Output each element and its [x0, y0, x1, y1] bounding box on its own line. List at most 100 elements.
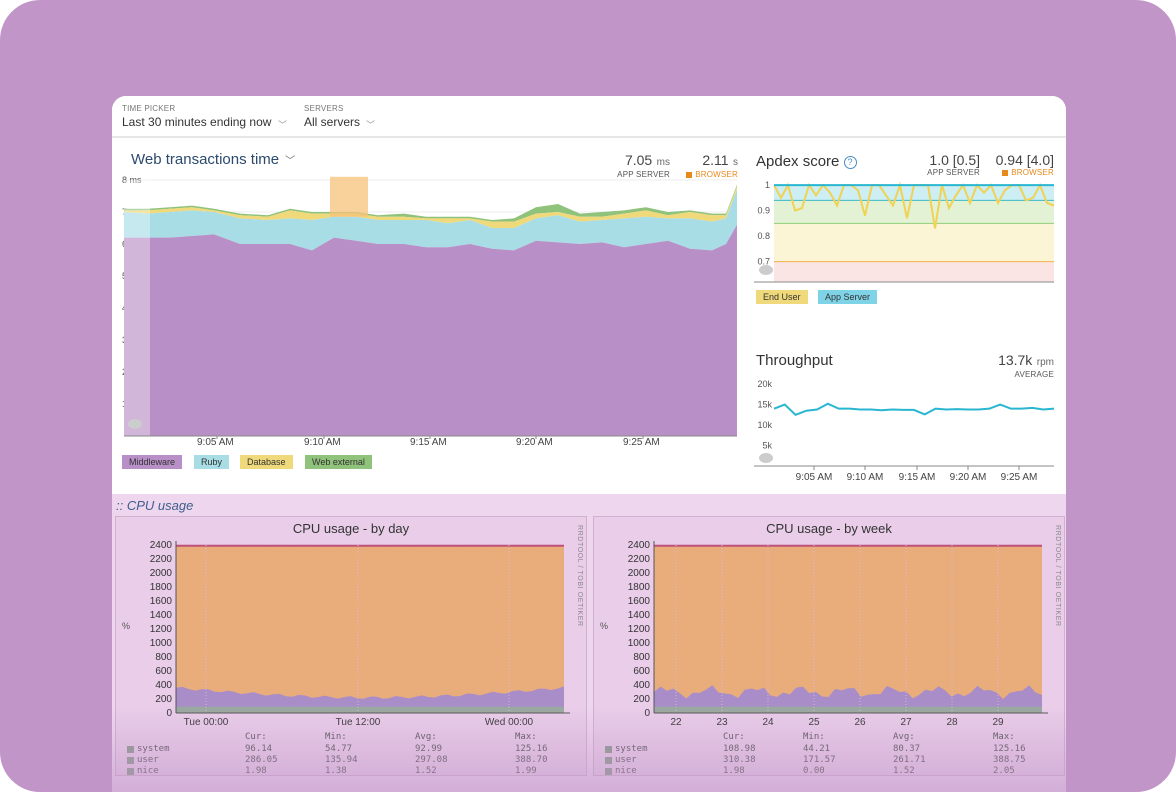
cpu-y-tick-label: 0: [166, 708, 172, 719]
throughput-y-tick-label: 15k: [757, 400, 772, 410]
cpu-stat-min: 54.77: [325, 744, 353, 754]
cpu-y-tick-label: 2200: [628, 554, 651, 565]
throughput-title: Throughput: [756, 352, 833, 369]
time-highlight-marker: [330, 176, 368, 217]
cpu-stat-cur: 96.14: [245, 744, 273, 754]
time-picker-value: Last 30 minutes ending now: [122, 115, 272, 129]
cpu-y-tick-label: 2400: [628, 540, 651, 551]
cpu-week-title: CPU usage - by week: [766, 521, 892, 536]
cpu-y-tick-label: 1600: [150, 596, 173, 607]
toggle-icon: [128, 419, 142, 429]
web-app-value: 7.05: [624, 152, 653, 168]
throughput-metric: 13.7k rpm AVERAGE: [972, 352, 1054, 379]
legend-swatch: [605, 757, 612, 764]
chevron-down-icon: ﹀: [285, 156, 296, 167]
cpu-stat-name: user: [137, 755, 159, 765]
legend-middleware[interactable]: Middleware: [122, 455, 183, 469]
cpu-stat-name: user: [615, 755, 637, 765]
cpu-stat-max: 388.75: [993, 755, 1026, 765]
cpu-y-tick-label: 1000: [150, 638, 173, 649]
database-area: [124, 186, 737, 228]
apdex-app-metric: 1.0 [0.5] APP SERVER: [902, 152, 980, 177]
cpu-day-chart: 2400220020001800160014001200100080060040…: [122, 540, 570, 728]
cpu-stat-cur: 1.98: [245, 766, 267, 776]
cpu-y-tick-label: 1400: [628, 610, 651, 621]
cpu-stat-max: 388.70: [515, 755, 548, 765]
browser-square-icon: [1002, 169, 1009, 176]
web-app-server-metric: 7.05 ms APP SERVER: [602, 152, 670, 179]
cpu-y-tick-label: 0: [644, 708, 650, 719]
y-tick-label: 8 ms: [122, 175, 142, 185]
cpu-stat-min: 135.94: [325, 755, 358, 765]
legend-database[interactable]: Database: [240, 455, 293, 469]
apdex-browser-label: BROWSER: [1011, 168, 1054, 177]
throughput-y-tick-label: 5k: [762, 441, 772, 451]
cpu-stat-min: 1.38: [325, 766, 347, 776]
web-browser-value: 2.11: [702, 152, 729, 168]
cpu-stat-cur: 108.98: [723, 744, 756, 754]
apdex-band-good: [774, 200, 1054, 224]
cpu-week-chart: 2400220020001800160014001200100080060040…: [600, 540, 1048, 728]
cpu-y-tick-label: 1800: [628, 582, 651, 593]
cpu-y-tick-label: 2000: [150, 568, 173, 579]
cpu-y-tick-label: 2400: [150, 540, 173, 551]
cpu-y-tick-label: 1800: [150, 582, 173, 593]
cpu-stat-header: Min:: [325, 732, 347, 742]
cpu-stat-max: 1.99: [515, 766, 537, 776]
legend-swatch: [127, 746, 134, 753]
toggle-icon: [759, 453, 773, 463]
cpu-y-tick-label: 200: [155, 694, 172, 705]
cpu-idle-area: [654, 546, 1042, 713]
legend-swatch: [127, 757, 134, 764]
legend-end-user[interactable]: End User: [756, 290, 808, 304]
apdex-y-tick-label: 0.8: [757, 231, 770, 241]
web-transactions-title[interactable]: Web transactions time ﹀: [131, 151, 295, 168]
legend-web-external[interactable]: Web external: [305, 455, 372, 469]
cpu-stat-max: 125.16: [515, 744, 548, 754]
cpu-y-tick-label: 1200: [150, 624, 173, 635]
rrdtool-label: RRDTOOL / TOBI OETIKER: [1054, 525, 1061, 627]
cpu-y-unit: %: [122, 621, 130, 631]
cpu-stat-cur: 286.05: [245, 755, 278, 765]
cpu-y-tick-label: 400: [633, 680, 650, 691]
legend-ruby[interactable]: Ruby: [194, 455, 230, 469]
cpu-stat-name: system: [137, 744, 170, 754]
servers-picker[interactable]: SERVERS All servers ﹀: [304, 104, 375, 130]
x-tick-label: 9:05 AM: [197, 437, 234, 448]
apdex-app-label: APP SERVER: [927, 168, 980, 177]
throughput-x-tick-label: 9:25 AM: [1001, 472, 1038, 483]
chevron-down-icon: ﹀: [278, 120, 288, 130]
throughput-label: AVERAGE: [1014, 370, 1054, 379]
cpu-y-tick-label: 1600: [628, 596, 651, 607]
left-overlay: [124, 180, 150, 436]
throughput-y-tick-label: 10k: [757, 420, 772, 430]
cpu-y-tick-label: 1200: [628, 624, 651, 635]
throughput-x-tick-label: 9:05 AM: [796, 472, 833, 483]
cpu-stat-header: Avg:: [415, 732, 437, 742]
cpu-x-tick-label: Tue 00:00: [184, 717, 229, 728]
cpu-y-tick-label: 2200: [150, 554, 173, 565]
cpu-y-tick-label: 800: [155, 652, 172, 663]
cpu-y-tick-label: 600: [633, 666, 650, 677]
help-icon[interactable]: ?: [843, 156, 857, 169]
cpu-system-area: [654, 706, 1042, 713]
cpu-x-tick-label: 25: [808, 717, 820, 728]
web-browser-metric: 2.11 s BROWSER: [674, 152, 738, 179]
chevron-down-icon: ﹀: [366, 120, 376, 130]
cpu-stat-name: nice: [615, 766, 637, 776]
cpu-stat-min: 44.21: [803, 744, 831, 754]
legend-app-server[interactable]: App Server: [818, 290, 878, 304]
cpu-x-tick-label: 26: [854, 717, 866, 728]
cpu-x-tick-label: 29: [992, 717, 1004, 728]
apdex-band-excellent: [774, 185, 1054, 201]
cpu-x-tick-label: Tue 12:00: [336, 717, 381, 728]
cpu-stat-name: nice: [137, 766, 159, 776]
x-tick-label: 9:25 AM: [623, 437, 660, 448]
time-picker-label: TIME PICKER: [122, 104, 176, 113]
time-picker[interactable]: TIME PICKER Last 30 minutes ending now ﹀: [122, 104, 287, 130]
cpu-y-tick-label: 200: [633, 694, 650, 705]
cpu-x-tick-label: 24: [762, 717, 774, 728]
throughput-x-tick-label: 9:10 AM: [847, 472, 884, 483]
apdex-y-tick-label: 0.9: [757, 206, 770, 216]
throughput-x-tick-label: 9:20 AM: [950, 472, 987, 483]
